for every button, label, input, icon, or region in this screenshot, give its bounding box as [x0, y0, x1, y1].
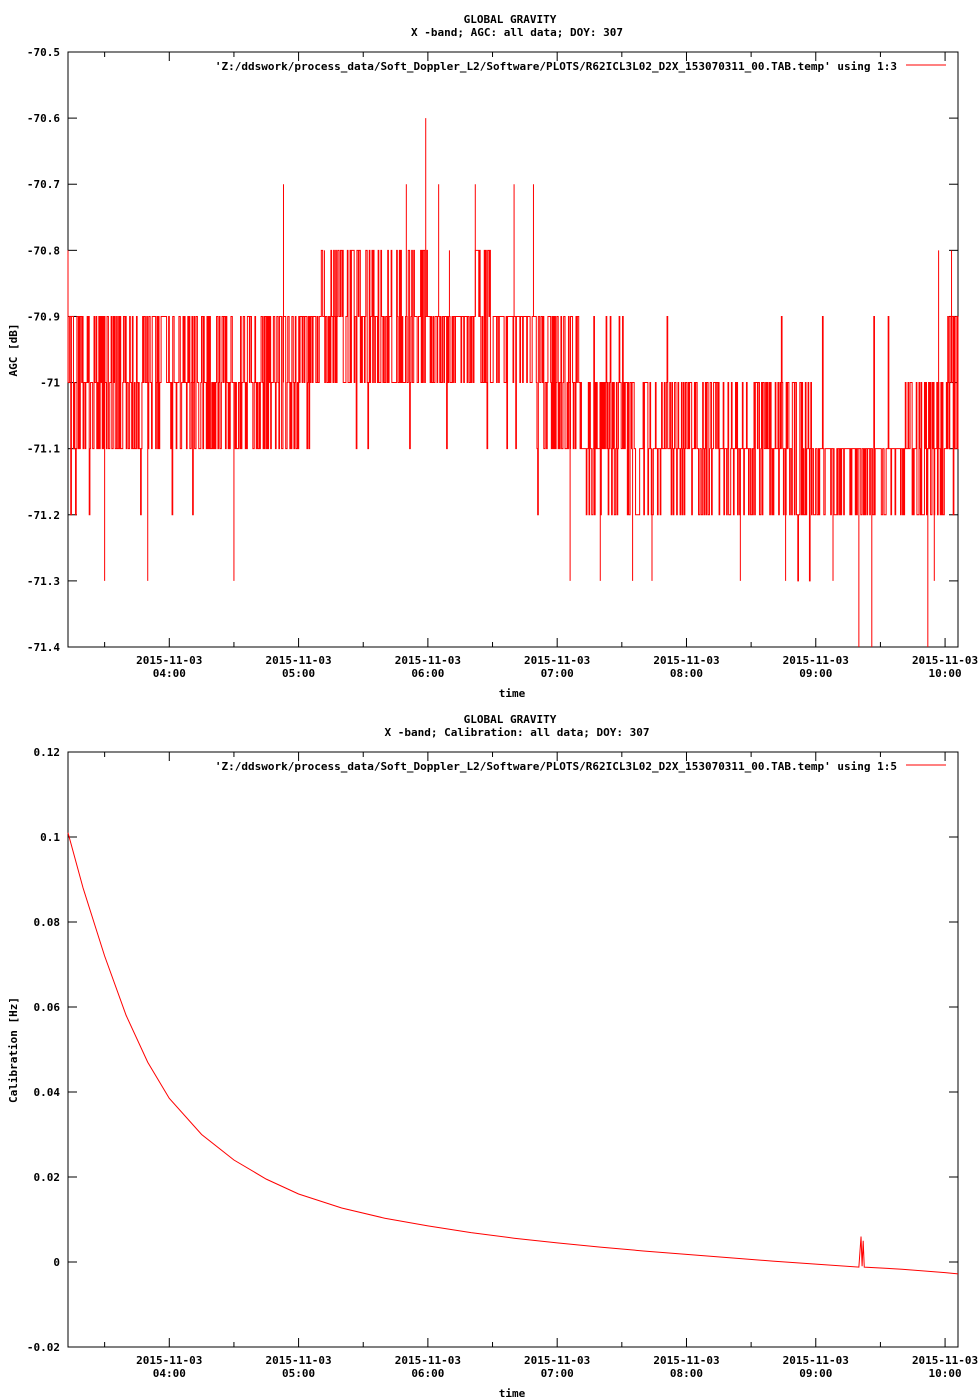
y-tick-label: -71.3: [27, 575, 60, 588]
chart-subtitle: X -band; Calibration: all data; DOY: 307: [385, 726, 650, 739]
y-tick-label: 0.02: [34, 1171, 61, 1184]
plot-frame: [67, 751, 959, 1348]
series-line: [67, 832, 959, 1275]
x-tick-time: 10:00: [929, 1367, 962, 1380]
x-tick-date: 2015-11-03: [265, 654, 331, 667]
x-axis-label: time: [499, 687, 526, 700]
x-tick-date: 2015-11-03: [912, 654, 978, 667]
x-axis-label: time: [499, 1387, 526, 1400]
y-tick-label: -71.1: [27, 443, 60, 456]
x-tick-time: 05:00: [282, 1367, 315, 1380]
x-tick-date: 2015-11-03: [524, 654, 590, 667]
x-tick-date: 2015-11-03: [783, 654, 849, 667]
x-tick-date: 2015-11-03: [524, 1354, 590, 1367]
y-tick-label: 0.12: [34, 746, 61, 759]
x-tick-date: 2015-11-03: [265, 1354, 331, 1367]
series-line: [68, 249, 959, 582]
x-tick-time: 08:00: [670, 1367, 703, 1380]
y-tick-label: -70.6: [27, 112, 60, 125]
y-axis-label: Calibration [Hz]: [7, 997, 20, 1103]
x-tick-date: 2015-11-03: [912, 1354, 978, 1367]
x-tick-time: 09:00: [799, 667, 832, 680]
chart-title: GLOBAL GRAVITY: [464, 713, 557, 726]
calibration-plot-area: 0.120.10.080.060.040.020-0.022015-11-030…: [27, 746, 978, 1380]
y-axis-label: AGC [dB]: [7, 324, 20, 377]
x-tick-time: 04:00: [153, 1367, 186, 1380]
x-tick-date: 2015-11-03: [395, 1354, 461, 1367]
y-tick-label: 0.1: [40, 831, 60, 844]
x-tick-time: 05:00: [282, 667, 315, 680]
x-tick-time: 04:00: [153, 667, 186, 680]
y-tick-label: -70.7: [27, 178, 60, 191]
y-tick-label: 0.08: [34, 916, 61, 929]
x-tick-time: 07:00: [541, 667, 574, 680]
agc-chart: GLOBAL GRAVITY X -band; AGC: all data; D…: [7, 13, 978, 700]
x-tick-time: 06:00: [411, 667, 444, 680]
chart-title: GLOBAL GRAVITY: [464, 13, 557, 26]
y-tick-label: -71.2: [27, 509, 60, 522]
x-tick-date: 2015-11-03: [653, 1354, 719, 1367]
chart-subtitle: X -band; AGC: all data; DOY: 307: [411, 26, 623, 39]
x-tick-date: 2015-11-03: [395, 654, 461, 667]
y-tick-label: 0: [53, 1256, 60, 1269]
x-tick-time: 06:00: [411, 1367, 444, 1380]
x-tick-date: 2015-11-03: [783, 1354, 849, 1367]
calibration-chart: GLOBAL GRAVITY X -band; Calibration: all…: [7, 713, 978, 1400]
y-tick-label: -70.9: [27, 310, 60, 323]
x-tick-date: 2015-11-03: [136, 1354, 202, 1367]
legend-label: 'Z:/ddswork/process_data/Soft_Doppler_L2…: [215, 60, 897, 73]
y-tick-label: -70.8: [27, 244, 60, 257]
y-tick-label: -71.4: [27, 641, 60, 654]
y-tick-label: -0.02: [27, 1341, 60, 1354]
x-tick-date: 2015-11-03: [136, 654, 202, 667]
legend-label: 'Z:/ddswork/process_data/Soft_Doppler_L2…: [215, 760, 897, 773]
agc-plot-area: -70.5 -70.6 -70.7 -70.8 -70.9 -71 -71.1 -71.2 -7…: [27, 46, 978, 680]
x-tick-date: 2015-11-03: [653, 654, 719, 667]
x-tick-time: 10:00: [929, 667, 962, 680]
x-tick-time: 09:00: [799, 1367, 832, 1380]
y-tick-label: -71: [40, 377, 60, 390]
y-tick-label: 0.06: [34, 1001, 61, 1014]
y-tick-label: -70.5: [27, 46, 60, 59]
y-tick-label: 0.04: [34, 1086, 61, 1099]
x-tick-time: 08:00: [670, 667, 703, 680]
x-tick-time: 07:00: [541, 1367, 574, 1380]
